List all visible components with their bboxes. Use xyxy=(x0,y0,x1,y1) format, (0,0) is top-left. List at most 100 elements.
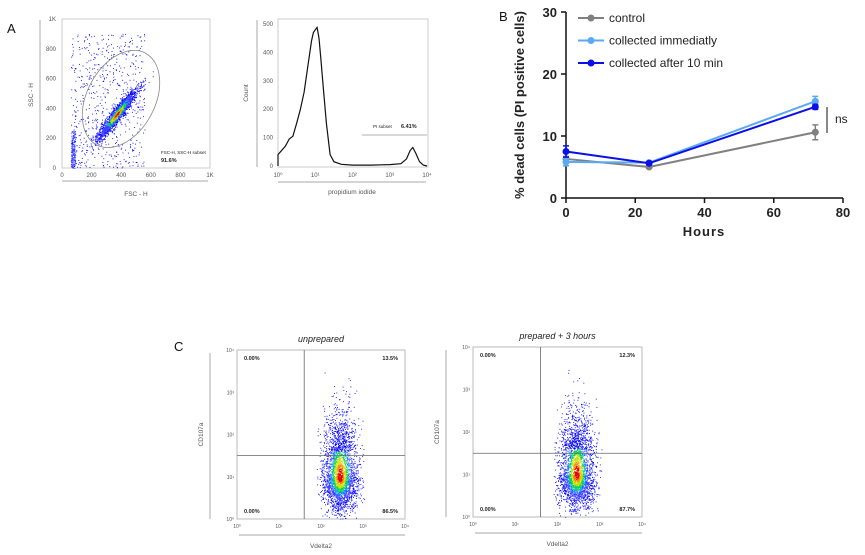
event-point xyxy=(327,458,329,459)
event-point xyxy=(75,68,77,70)
event-point xyxy=(119,70,121,72)
event-point xyxy=(126,99,128,101)
event-point xyxy=(134,94,136,96)
event-point xyxy=(125,149,126,151)
event-point xyxy=(102,75,104,77)
event-point xyxy=(122,98,124,99)
event-point xyxy=(352,491,354,493)
event-point xyxy=(94,156,96,158)
event-point xyxy=(115,115,117,117)
event-point xyxy=(336,408,338,410)
event-point xyxy=(121,109,122,111)
event-point xyxy=(113,114,115,116)
event-point xyxy=(107,125,109,127)
event-point xyxy=(361,428,363,430)
event-point xyxy=(352,510,354,512)
event-point xyxy=(319,455,321,457)
event-point xyxy=(342,442,344,444)
event-point xyxy=(116,109,117,111)
event-point xyxy=(116,111,117,113)
event-point xyxy=(122,100,124,102)
event-point xyxy=(136,46,138,48)
event-point xyxy=(349,488,351,490)
event-point xyxy=(349,477,351,479)
event-point xyxy=(71,158,73,160)
event-point xyxy=(111,108,113,110)
event-point xyxy=(351,499,353,501)
event-point xyxy=(329,494,331,495)
event-point xyxy=(108,123,110,124)
y-tick-label: 500 xyxy=(263,22,274,28)
event-point xyxy=(329,468,331,470)
event-point xyxy=(342,386,344,388)
event-point xyxy=(135,103,137,105)
event-point xyxy=(340,443,342,445)
event-point xyxy=(79,120,81,122)
event-point xyxy=(339,501,341,503)
event-point xyxy=(338,432,340,434)
event-point xyxy=(94,72,96,74)
event-point xyxy=(71,151,73,153)
event-point xyxy=(72,55,74,57)
event-point xyxy=(103,115,105,117)
event-point xyxy=(341,457,343,459)
event-point xyxy=(348,462,350,464)
event-point xyxy=(142,108,144,110)
event-point xyxy=(346,496,348,498)
event-point xyxy=(345,425,347,426)
event-point xyxy=(360,488,362,490)
event-point xyxy=(336,442,338,444)
event-point xyxy=(339,470,341,472)
event-point xyxy=(343,401,345,403)
event-point xyxy=(332,482,334,484)
event-point xyxy=(70,164,72,165)
event-point xyxy=(99,128,101,130)
event-point xyxy=(336,473,338,475)
event-point xyxy=(122,101,124,103)
event-point xyxy=(351,479,352,481)
event-point xyxy=(325,431,327,433)
event-point xyxy=(88,89,90,90)
event-point xyxy=(73,156,75,158)
event-point xyxy=(126,108,128,110)
event-point xyxy=(325,492,326,493)
event-point xyxy=(72,137,74,139)
event-point xyxy=(121,93,123,95)
event-point xyxy=(98,128,100,130)
event-point xyxy=(342,470,344,472)
event-point xyxy=(335,464,337,466)
event-point xyxy=(353,484,355,485)
event-point xyxy=(342,501,344,503)
event-point xyxy=(98,135,100,137)
event-point xyxy=(116,82,118,84)
event-point xyxy=(332,464,334,466)
event-point xyxy=(104,128,106,130)
event-point xyxy=(338,487,340,489)
event-point xyxy=(334,475,336,477)
event-point xyxy=(92,119,94,121)
event-point xyxy=(127,95,129,97)
event-point xyxy=(112,125,113,127)
event-point xyxy=(336,425,338,427)
event-point xyxy=(98,48,100,49)
event-point xyxy=(136,161,138,163)
event-point xyxy=(355,452,357,454)
event-point xyxy=(104,88,106,90)
event-point xyxy=(328,509,330,511)
event-point xyxy=(348,474,350,476)
event-point xyxy=(344,480,346,482)
event-point xyxy=(342,456,344,458)
event-point xyxy=(74,140,76,142)
event-point xyxy=(341,482,343,484)
event-point xyxy=(120,116,122,118)
event-point xyxy=(105,125,107,127)
event-point xyxy=(72,138,74,140)
event-point xyxy=(356,464,358,466)
event-point xyxy=(129,102,131,104)
event-point xyxy=(137,111,139,113)
event-point xyxy=(345,468,347,470)
event-point xyxy=(324,486,326,488)
event-point xyxy=(121,110,123,112)
event-point xyxy=(358,480,360,481)
event-point xyxy=(77,36,79,38)
